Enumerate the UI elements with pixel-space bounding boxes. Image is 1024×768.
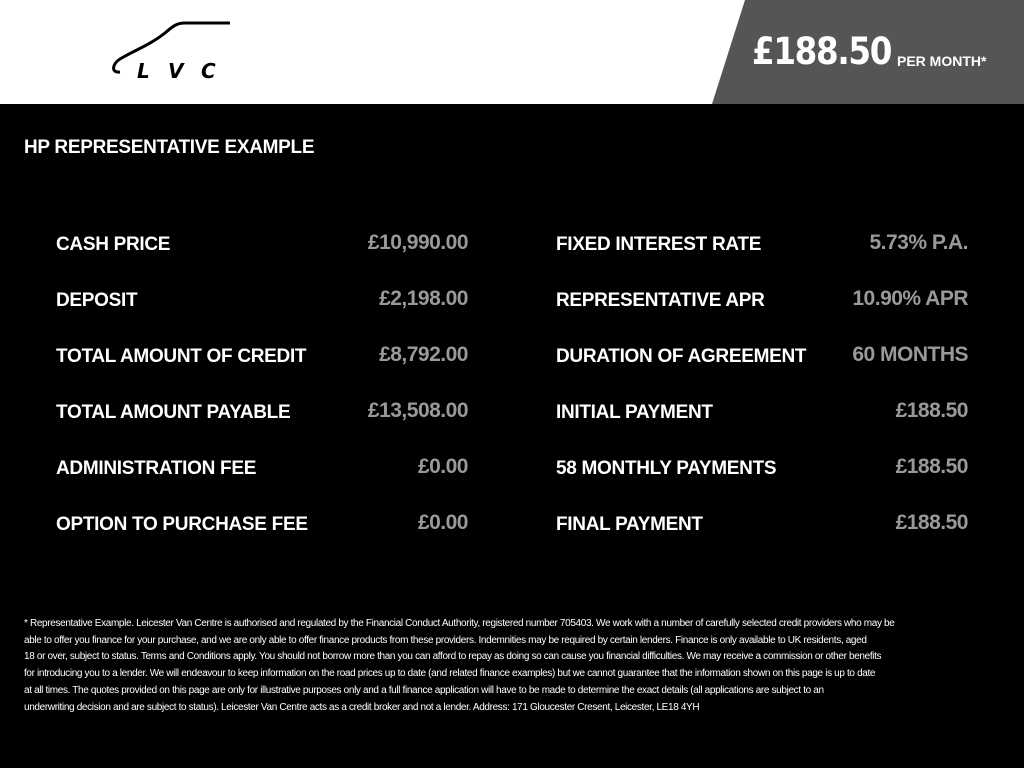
- svg-text:V: V: [168, 59, 185, 83]
- finance-label: TOTAL AMOUNT OF CREDIT: [56, 346, 307, 367]
- finance-row: TOTAL AMOUNT PAYABLE £13,508.00: [56, 399, 469, 426]
- lvc-logo: L V C: [112, 21, 230, 83]
- finance-value: £10,990.00: [367, 231, 469, 254]
- finance-label: FIXED INTEREST RATE: [556, 234, 762, 255]
- finance-label: 58 MONTHLY PAYMENTS: [556, 458, 777, 479]
- disclaimer-line: 18 or over, subject to status. Terms and…: [24, 651, 882, 663]
- finance-value: £188.50: [895, 511, 969, 534]
- finance-row: DEPOSIT £2,198.00: [56, 287, 468, 314]
- disclaimer-line: at all times. The quotes provided on thi…: [24, 684, 824, 696]
- finance-row: FINAL PAYMENT £188.50: [556, 511, 969, 538]
- finance-row: CASH PRICE £10,990.00: [56, 231, 469, 258]
- disclaimer-line: for introducing you to a lender. We will…: [24, 668, 876, 680]
- finance-label: INITIAL PAYMENT: [556, 402, 713, 423]
- finance-label: ADMINISTRATION FEE: [56, 458, 257, 479]
- disclaimer-line: * Representative Example. Leicester Van …: [24, 618, 895, 629]
- per-month-label: PER MONTH*: [897, 53, 987, 69]
- finance-label: FINAL PAYMENT: [556, 514, 703, 535]
- disclaimer-line: able to offer you finance for your purch…: [24, 634, 867, 646]
- finance-row: DURATION OF AGREEMENT 60 MONTHS: [556, 343, 968, 370]
- finance-row: TOTAL AMOUNT OF CREDIT £8,792.00: [56, 343, 468, 370]
- svg-text:C: C: [201, 59, 216, 83]
- monthly-price: £188.50: [752, 30, 892, 73]
- finance-value: £188.50: [895, 399, 969, 422]
- finance-row: REPRESENTATIVE APR 10.90% APR: [556, 287, 968, 314]
- disclaimer-line: underwriting decision and are subject to…: [24, 701, 700, 713]
- finance-value: £0.00: [417, 455, 469, 478]
- finance-value: £2,198.00: [379, 287, 468, 310]
- finance-value: £13,508.00: [367, 399, 469, 422]
- finance-label: DURATION OF AGREEMENT: [556, 346, 807, 367]
- finance-value: £0.00: [417, 511, 469, 534]
- finance-row: FIXED INTEREST RATE 5.73% P.A.: [556, 231, 968, 258]
- price-band: [712, 0, 1024, 104]
- finance-row: OPTION TO PURCHASE FEE £0.00: [56, 511, 469, 538]
- section-title: HP REPRESENTATIVE EXAMPLE: [24, 137, 315, 158]
- finance-value: £188.50: [895, 455, 969, 478]
- finance-value: 60 MONTHS: [852, 343, 968, 366]
- header: L V C £188.50 PER MONTH*: [0, 0, 1024, 104]
- finance-label: DEPOSIT: [56, 290, 138, 311]
- finance-row: 58 MONTHLY PAYMENTS £188.50: [556, 455, 969, 482]
- finance-value: 5.73% P.A.: [869, 231, 968, 254]
- svg-text:L: L: [137, 59, 150, 83]
- finance-label: OPTION TO PURCHASE FEE: [56, 514, 308, 535]
- finance-row: ADMINISTRATION FEE £0.00: [56, 455, 469, 482]
- finance-label: CASH PRICE: [56, 234, 171, 255]
- finance-value: £8,792.00: [379, 343, 468, 366]
- finance-value: 10.90% APR: [852, 287, 968, 310]
- finance-label: REPRESENTATIVE APR: [556, 290, 765, 311]
- finance-row: INITIAL PAYMENT £188.50: [556, 399, 969, 426]
- finance-label: TOTAL AMOUNT PAYABLE: [56, 402, 291, 423]
- disclaimer: * Representative Example. Leicester Van …: [24, 616, 895, 716]
